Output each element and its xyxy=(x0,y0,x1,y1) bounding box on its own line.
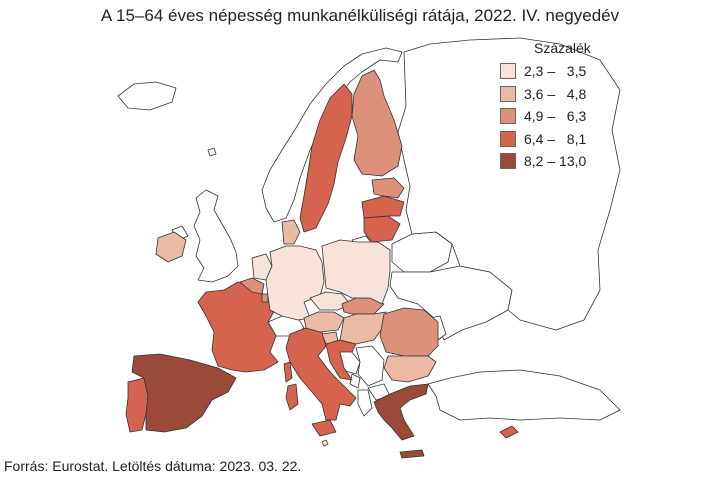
legend-swatch xyxy=(500,130,516,147)
country-lithuania xyxy=(363,215,401,243)
country-corsica xyxy=(283,361,293,383)
country-belarus xyxy=(391,231,453,273)
country-romania xyxy=(379,307,439,357)
country-albania xyxy=(357,389,373,417)
legend-item: 2,3 – 3,5 xyxy=(500,60,690,83)
source-note: Forrás: Eurostat. Letöltés dátuma: 2023.… xyxy=(4,458,302,474)
country-estonia xyxy=(371,177,405,199)
legend-item: 4,9 – 6,3 xyxy=(500,105,690,128)
legend-item: 3,6 – 4,8 xyxy=(500,83,690,106)
country-luxembourg xyxy=(261,293,269,303)
legend-item: 6,4 – 8,1 xyxy=(500,128,690,151)
country-poland xyxy=(321,239,391,305)
country-bulgaria xyxy=(383,355,437,383)
legend-swatch xyxy=(500,153,516,170)
country-austria xyxy=(303,311,345,333)
map-title: A 15–64 éves népesség munkanélküliségi r… xyxy=(100,6,620,25)
country-montenegro xyxy=(349,373,361,389)
country-iceland xyxy=(117,81,177,111)
country-united-kingdom xyxy=(193,189,239,283)
country-turkey xyxy=(427,369,621,421)
country-belgium xyxy=(239,277,265,295)
country-denmark xyxy=(281,219,301,245)
country-sicily xyxy=(311,419,337,437)
country-portugal xyxy=(125,377,149,433)
country-hungary xyxy=(339,311,387,345)
country-ireland xyxy=(155,231,187,263)
country-finland xyxy=(351,69,403,177)
country-spain xyxy=(131,353,237,433)
legend-label: 6,4 – 8,1 xyxy=(524,130,587,147)
legend-swatch xyxy=(500,85,516,102)
country-latvia xyxy=(361,195,405,219)
legend-label: 2,3 – 3,5 xyxy=(524,63,587,80)
legend-swatch xyxy=(500,63,516,80)
country-faroe-islands xyxy=(207,147,217,157)
legend-title: Százalék xyxy=(534,40,591,56)
country-serbia xyxy=(355,345,385,387)
country-crete xyxy=(399,449,425,459)
country-sardinia xyxy=(285,383,299,411)
country-norway xyxy=(261,47,403,223)
legend-label: 4,9 – 6,3 xyxy=(524,108,587,125)
country-greece xyxy=(373,383,429,441)
country-russia xyxy=(397,37,621,331)
map-legend: Százalék 2,3 – 3,5 3,6 – 4,8 4,9 – 6,3 6,4 … xyxy=(500,40,690,173)
country-germany xyxy=(265,245,325,321)
legend-item: 8,2 – 13,0 xyxy=(500,150,690,173)
country-sweden xyxy=(299,83,353,233)
country-cyprus xyxy=(499,425,519,439)
legend-swatch xyxy=(500,108,516,125)
legend-label: 8,2 – 13,0 xyxy=(524,153,587,170)
legend-label: 3,6 – 4,8 xyxy=(524,85,587,102)
country-italy xyxy=(285,327,357,421)
country-malta xyxy=(321,439,329,447)
